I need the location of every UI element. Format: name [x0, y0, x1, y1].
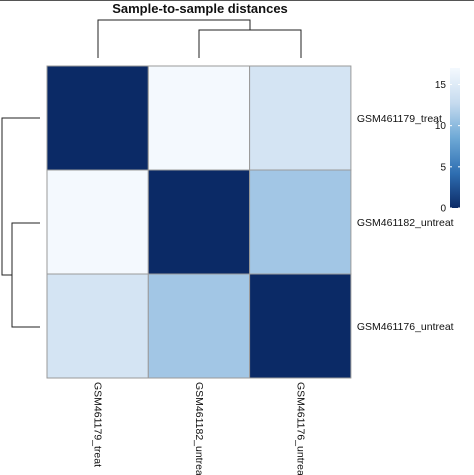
column-label: GSM461176_untreat — [294, 382, 306, 475]
column-dendrogram — [97, 19, 302, 58]
colorbar-gradient — [450, 68, 460, 208]
colorbar-tick-label: 5 — [440, 162, 446, 173]
heatmap-cell-2-2 — [249, 273, 352, 379]
row-label: GSM461176_untreat — [357, 321, 454, 333]
colorbar-tick-label: 0 — [440, 204, 446, 215]
row-label: GSM461182_untreat — [357, 217, 454, 229]
heatmap-cell-0-1 — [147, 65, 251, 171]
row-label: GSM461179_treat — [357, 113, 442, 125]
column-labels: GSM461179_treat GSM461182_untreat GSM46117… — [92, 382, 307, 475]
heatmap-cell-2-0 — [46, 273, 149, 379]
color-legend: 0 5 10 15 — [435, 68, 460, 215]
heatmap-cell-0-2 — [249, 65, 352, 171]
chart-title: Sample-to-sample distances — [112, 1, 288, 16]
heatmap-cell-1-1 — [147, 169, 251, 275]
column-dendrogram-branch — [97, 19, 251, 58]
heatmap-cell-1-0 — [46, 169, 149, 275]
column-label: GSM461179_treat — [92, 382, 104, 467]
row-dendrogram — [1, 117, 40, 328]
row-labels: GSM461179_treat GSM461182_untreat GSM46117… — [357, 113, 454, 333]
heatmap-cells — [46, 65, 352, 379]
colorbar-tick-label: 15 — [435, 80, 447, 91]
heatmap-cell-1-2 — [249, 169, 352, 275]
column-label: GSM461182_untreat — [193, 382, 205, 475]
top-border-line — [0, 0, 474, 1]
heatmap-cell-2-1 — [147, 273, 251, 379]
heatmap-cell-0-0 — [46, 65, 149, 171]
column-dendrogram-branch — [198, 29, 302, 58]
colorbar-tick-label: 10 — [435, 121, 447, 132]
row-dendrogram-branch — [1, 117, 40, 276]
row-dendrogram-branch — [11, 222, 40, 328]
